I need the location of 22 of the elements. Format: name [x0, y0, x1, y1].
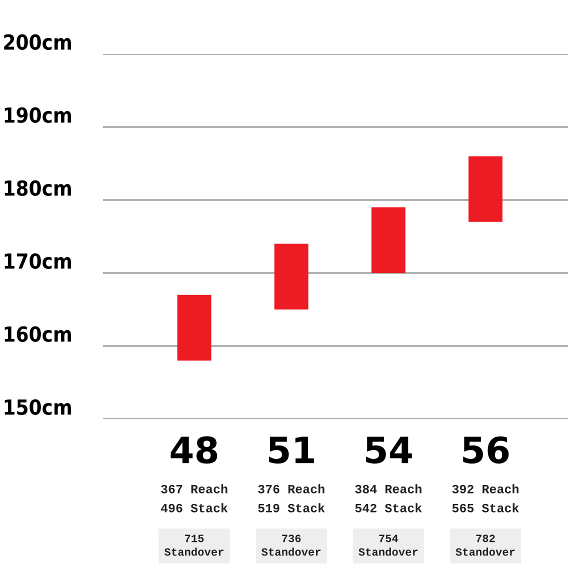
- y-tick-label: 190cm: [4, 107, 71, 123]
- text: 384 Reach: [355, 484, 422, 494]
- x-tick-label: 54: [366, 436, 412, 464]
- y-tick-label: 170cm: [4, 253, 71, 269]
- y-tick-label: 150cm: [4, 399, 71, 415]
- x-tick-label: 48: [170, 436, 218, 464]
- y-tick-label: 200cm: [4, 34, 71, 50]
- text: 782 Standover: [456, 534, 515, 556]
- text: 754 Standover: [358, 534, 418, 556]
- text: 736 Standover: [262, 534, 321, 556]
- x-tick-label: 51: [268, 436, 314, 464]
- y-tick-label: 180cm: [4, 180, 71, 196]
- text: 376 Reach: [258, 484, 324, 494]
- text: 715 Standover: [164, 534, 224, 556]
- text: 392 Reach: [452, 484, 518, 494]
- text: 519 Stack: [258, 503, 325, 512]
- text: 565 Stack: [452, 503, 519, 512]
- y-tick-label: 160cm: [4, 326, 71, 342]
- text: 496 Stack: [160, 503, 228, 512]
- text: 542 Stack: [355, 503, 422, 512]
- text: 367 Reach: [161, 484, 228, 494]
- x-tick-label: 56: [463, 436, 509, 464]
